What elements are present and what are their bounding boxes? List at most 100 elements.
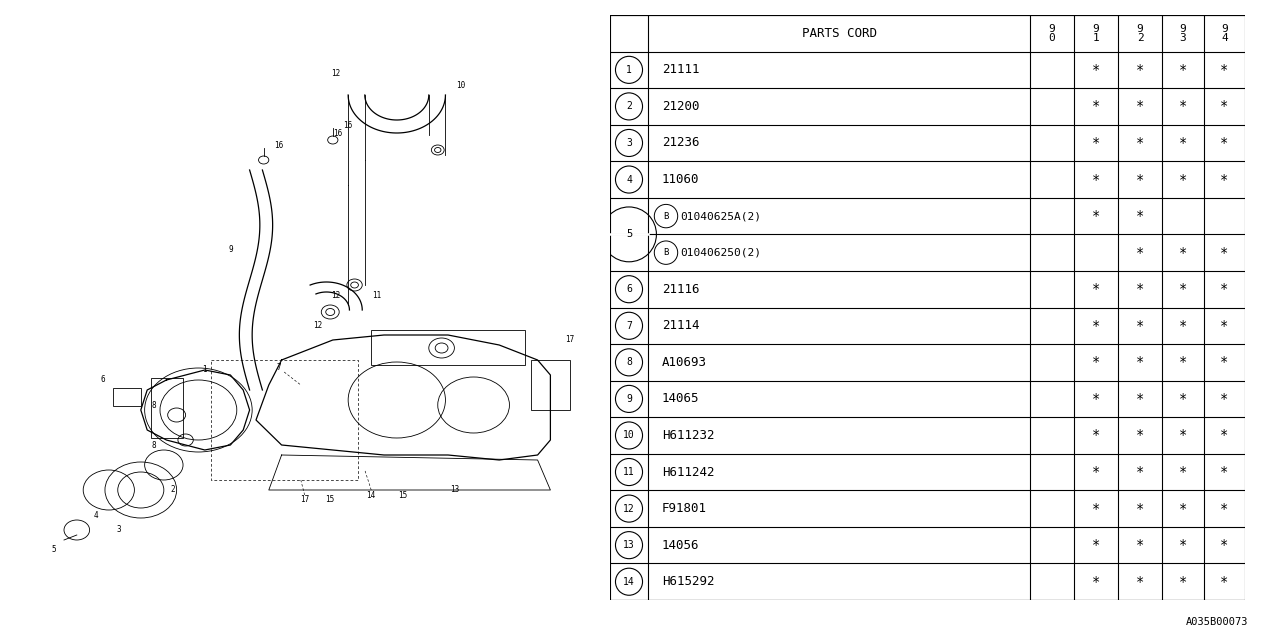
Text: *: * bbox=[1179, 282, 1187, 296]
Text: *: * bbox=[1220, 173, 1229, 186]
Text: 11: 11 bbox=[371, 291, 381, 300]
Text: 21116: 21116 bbox=[662, 283, 699, 296]
Text: 14: 14 bbox=[623, 577, 635, 587]
Text: 7: 7 bbox=[276, 364, 282, 372]
Text: 21114: 21114 bbox=[662, 319, 699, 332]
Text: 8: 8 bbox=[626, 357, 632, 367]
Text: 13: 13 bbox=[449, 486, 460, 495]
Text: 1: 1 bbox=[202, 365, 207, 374]
Text: 14: 14 bbox=[366, 490, 376, 499]
Text: 17: 17 bbox=[300, 495, 310, 504]
Text: *: * bbox=[1092, 392, 1101, 406]
Text: *: * bbox=[1179, 502, 1187, 516]
Text: *: * bbox=[1135, 209, 1144, 223]
Text: *: * bbox=[1220, 136, 1229, 150]
Text: 8: 8 bbox=[151, 440, 156, 449]
Text: 16: 16 bbox=[333, 129, 343, 138]
Text: *: * bbox=[1092, 173, 1101, 186]
Text: *: * bbox=[1135, 246, 1144, 260]
Text: *: * bbox=[1135, 282, 1144, 296]
Text: 14065: 14065 bbox=[662, 392, 699, 405]
Text: *: * bbox=[1135, 428, 1144, 442]
Text: 3: 3 bbox=[626, 138, 632, 148]
Bar bbox=[113, 388, 141, 406]
Text: *: * bbox=[1135, 173, 1144, 186]
Text: *: * bbox=[1135, 355, 1144, 369]
Text: *: * bbox=[1135, 502, 1144, 516]
Text: *: * bbox=[1135, 575, 1144, 589]
Text: *: * bbox=[1179, 465, 1187, 479]
Text: 11060: 11060 bbox=[662, 173, 699, 186]
Text: *: * bbox=[1179, 136, 1187, 150]
Text: *: * bbox=[1092, 209, 1101, 223]
Text: 01040625A(2): 01040625A(2) bbox=[681, 211, 762, 221]
Text: *: * bbox=[1220, 282, 1229, 296]
Text: *: * bbox=[1135, 99, 1144, 113]
Text: 1: 1 bbox=[626, 65, 632, 75]
Text: 21200: 21200 bbox=[662, 100, 699, 113]
Text: *: * bbox=[1179, 428, 1187, 442]
Text: *: * bbox=[1179, 246, 1187, 260]
Text: 14056: 14056 bbox=[662, 539, 699, 552]
Text: 4: 4 bbox=[93, 511, 99, 520]
Text: *: * bbox=[1092, 575, 1101, 589]
Text: 010406250(2): 010406250(2) bbox=[681, 248, 762, 258]
Text: *: * bbox=[1135, 319, 1144, 333]
Text: *: * bbox=[1135, 63, 1144, 77]
Text: *: * bbox=[1092, 136, 1101, 150]
Text: *: * bbox=[1220, 63, 1229, 77]
Text: 16: 16 bbox=[274, 141, 284, 150]
Text: 12: 12 bbox=[330, 291, 340, 300]
Text: 21111: 21111 bbox=[662, 63, 699, 76]
Text: 15: 15 bbox=[325, 495, 335, 504]
Text: *: * bbox=[1135, 136, 1144, 150]
Text: *: * bbox=[1092, 465, 1101, 479]
Text: 8: 8 bbox=[151, 401, 156, 410]
Text: *: * bbox=[1092, 355, 1101, 369]
Text: *: * bbox=[1135, 538, 1144, 552]
Text: H611232: H611232 bbox=[662, 429, 714, 442]
Text: *: * bbox=[1220, 538, 1229, 552]
Text: *: * bbox=[1220, 575, 1229, 589]
Text: *: * bbox=[1220, 246, 1229, 260]
Text: *: * bbox=[1179, 392, 1187, 406]
Text: 10: 10 bbox=[456, 81, 466, 90]
Text: A10693: A10693 bbox=[662, 356, 707, 369]
Text: B: B bbox=[663, 248, 668, 257]
Bar bbox=[531, 360, 570, 410]
Text: 15: 15 bbox=[398, 490, 408, 499]
Text: *: * bbox=[1179, 63, 1187, 77]
Text: 2: 2 bbox=[626, 101, 632, 111]
Text: *: * bbox=[1135, 465, 1144, 479]
Bar bbox=[371, 330, 525, 365]
Text: *: * bbox=[1092, 99, 1101, 113]
Text: B: B bbox=[663, 212, 668, 221]
Text: 3: 3 bbox=[116, 525, 122, 534]
Text: 9
0: 9 0 bbox=[1048, 24, 1056, 43]
Text: 17: 17 bbox=[564, 335, 575, 344]
Text: *: * bbox=[1092, 319, 1101, 333]
Text: *: * bbox=[1179, 538, 1187, 552]
Text: *: * bbox=[1092, 282, 1101, 296]
Text: 12: 12 bbox=[330, 68, 340, 77]
Text: 6: 6 bbox=[100, 376, 105, 385]
Text: F91801: F91801 bbox=[662, 502, 707, 515]
Text: *: * bbox=[1220, 319, 1229, 333]
Text: *: * bbox=[1092, 63, 1101, 77]
Text: 9: 9 bbox=[626, 394, 632, 404]
Text: 9: 9 bbox=[228, 246, 233, 255]
Text: 12: 12 bbox=[623, 504, 635, 513]
Text: 6: 6 bbox=[626, 284, 632, 294]
Text: 7: 7 bbox=[626, 321, 632, 331]
Text: *: * bbox=[1179, 99, 1187, 113]
Text: *: * bbox=[1220, 355, 1229, 369]
Text: H611242: H611242 bbox=[662, 465, 714, 479]
Bar bbox=[151, 378, 183, 438]
Text: PARTS CORD: PARTS CORD bbox=[801, 27, 877, 40]
Text: *: * bbox=[1220, 392, 1229, 406]
Text: *: * bbox=[1220, 465, 1229, 479]
Text: *: * bbox=[1135, 392, 1144, 406]
Text: 9
3: 9 3 bbox=[1180, 24, 1187, 43]
Text: H615292: H615292 bbox=[662, 575, 714, 588]
Text: 5: 5 bbox=[51, 545, 56, 554]
